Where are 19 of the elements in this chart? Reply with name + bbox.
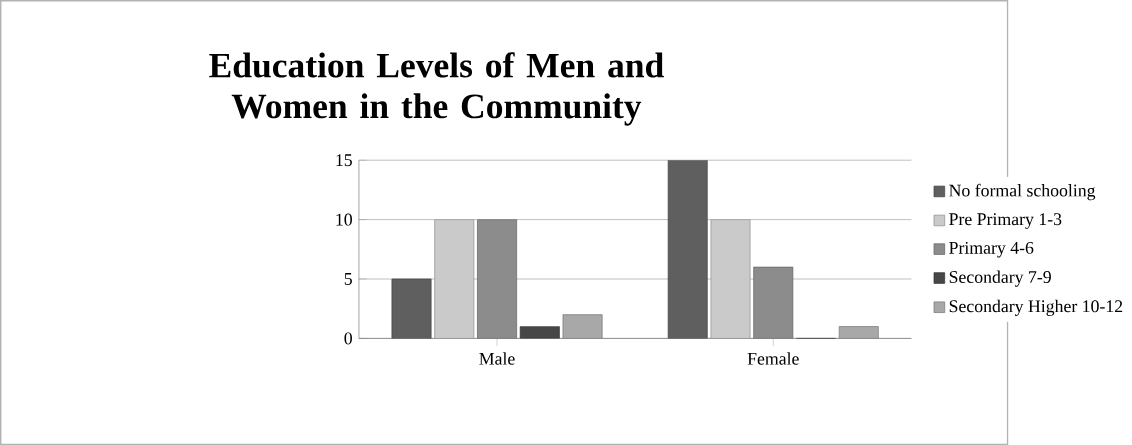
bar [434,219,475,339]
bar [710,219,751,339]
legend-label: No formal schooling [949,183,1096,201]
bar [562,314,603,339]
bar [667,160,708,339]
legend-label: Secondary 7-9 [949,270,1051,287]
chart-title: Education Levels of Men and Women in the Community [209,52,664,126]
x-tick-label: Female [747,352,799,365]
y-tick-label: 5 [344,273,352,285]
y-tick-label: 15 [336,154,352,167]
legend-label: Secondary Higher 10-12 [949,299,1123,316]
y-tick-label: 10 [336,213,352,226]
x-tick-label: Male [479,352,515,365]
bar [838,326,879,339]
legend-label: Pre Primary 1-3 [949,213,1062,229]
legend-label: Primary 4-6 [949,241,1034,258]
y-tick-label: 0 [344,332,352,345]
bar [520,326,560,339]
bar [391,278,432,339]
